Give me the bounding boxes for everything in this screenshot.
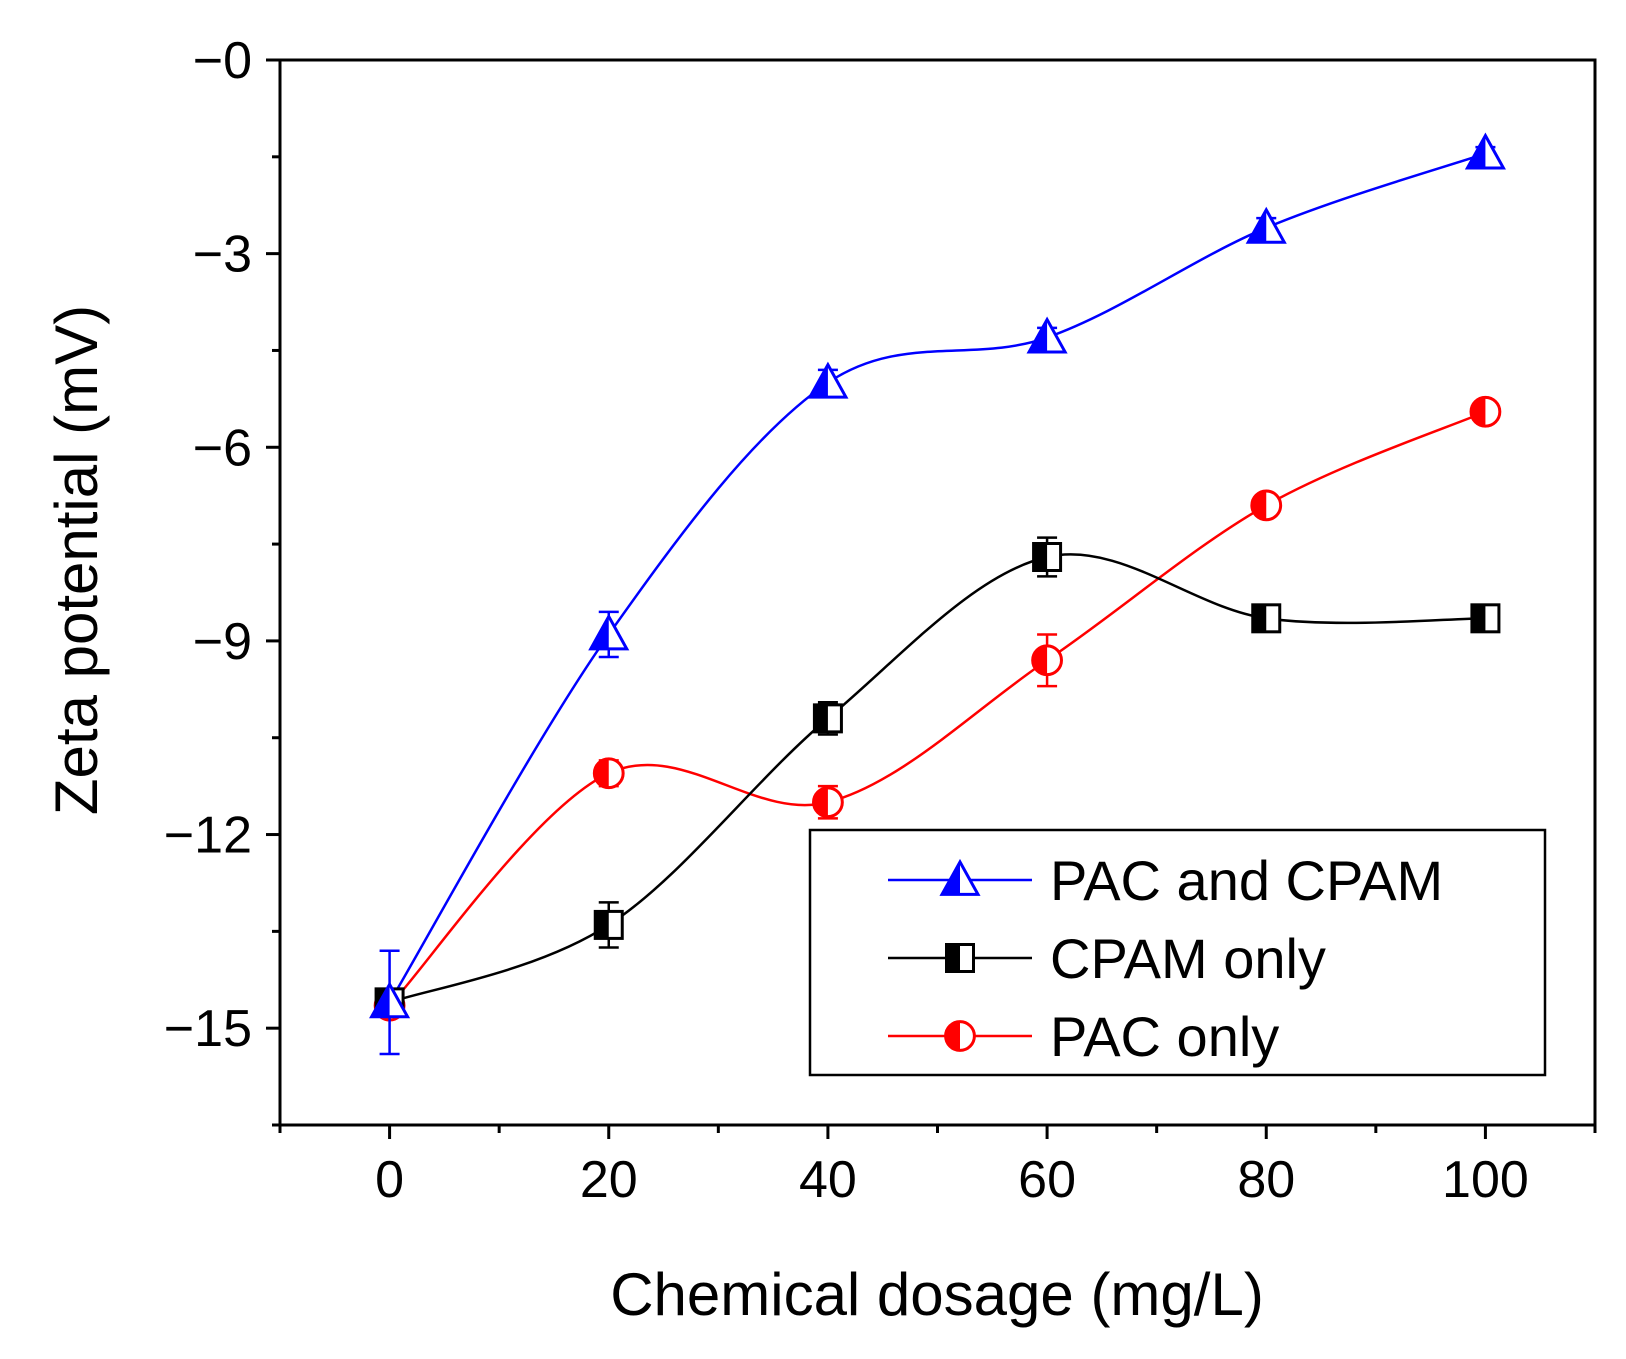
- x-tick-label: 80: [1237, 1151, 1295, 1209]
- marker-outline: [812, 786, 844, 819]
- data-point-marker: [1469, 395, 1502, 428]
- marker-outline: [588, 613, 630, 651]
- data-point-marker: [592, 757, 625, 790]
- series-points: [369, 132, 1506, 1056]
- data-point-marker: [812, 786, 844, 819]
- data-point-marker: [1032, 542, 1063, 572]
- marker-fill: [1033, 543, 1048, 571]
- x-tick-label: 100: [1442, 1151, 1529, 1209]
- x-tick-label: 0: [375, 1151, 404, 1209]
- marker-outline: [592, 757, 625, 790]
- marker-outline: [945, 943, 975, 973]
- data-point-marker: [369, 981, 411, 1019]
- marker-outline: [1032, 542, 1063, 572]
- legend-label: PAC only: [1050, 1005, 1279, 1068]
- series-line: [388, 410, 1486, 1007]
- y-axis-title: Zeta potential (mV): [43, 305, 110, 815]
- data-point-marker: [588, 613, 630, 651]
- y-tick-label: −15: [164, 1000, 252, 1058]
- y-tick-label: −6: [193, 419, 252, 477]
- legend-label: CPAM only: [1050, 927, 1326, 990]
- data-point-marker: [1464, 132, 1506, 170]
- data-point-marker: [1251, 603, 1282, 634]
- data-point-marker: [812, 703, 843, 734]
- legend: PAC and CPAM CPAM only PAC only: [808, 828, 1547, 1077]
- x-tick-label: 60: [1018, 1151, 1076, 1209]
- data-point-marker: [807, 361, 849, 399]
- marker-fill: [595, 911, 609, 939]
- data-point-marker: [945, 943, 975, 973]
- legend-box: [808, 828, 1547, 1077]
- marker-outline: [1470, 603, 1501, 634]
- data-point-marker: [1470, 603, 1501, 634]
- data-point-marker: [939, 858, 981, 896]
- data-point-marker: [944, 1020, 976, 1052]
- data-point-marker: [593, 909, 624, 940]
- marker-outline: [944, 1020, 976, 1052]
- data-point-marker: [1026, 316, 1068, 354]
- marker-outline: [1251, 603, 1282, 634]
- marker-outline: [369, 981, 411, 1019]
- marker-outline: [1031, 644, 1063, 677]
- marker-fill: [1471, 604, 1486, 632]
- marker-outline: [812, 703, 843, 734]
- y-tick-label: −3: [193, 226, 252, 284]
- data-point-marker: [1250, 489, 1283, 522]
- data-point-marker: [1245, 206, 1287, 244]
- data-point-marker: [1031, 644, 1063, 677]
- series-points-group: [374, 536, 1501, 1018]
- marker-outline: [593, 909, 624, 940]
- y-tick-label: −9: [193, 613, 252, 671]
- marker-outline: [1026, 316, 1068, 354]
- marker-outline: [1464, 132, 1506, 170]
- marker-outline: [807, 361, 849, 399]
- marker-outline: [1469, 395, 1502, 428]
- marker-fill: [1252, 604, 1267, 632]
- axis-ticks: 0 20 40 60 80 100 −0 −3 −6 −9 −12 −15: [164, 32, 1597, 1209]
- marker-outline: [1250, 489, 1283, 522]
- marker-fill: [814, 704, 828, 732]
- x-axis-title: Chemical dosage (mg/L): [610, 1261, 1264, 1328]
- y-tick-label: −12: [164, 807, 252, 865]
- series-points-group: [369, 132, 1506, 1056]
- marker-outline: [1245, 206, 1287, 244]
- x-tick-label: 20: [580, 1151, 638, 1209]
- y-tick-label: −0: [193, 32, 252, 90]
- marker-outline: [939, 858, 981, 896]
- legend-label: PAC and CPAM: [1050, 849, 1443, 912]
- marker-fill: [946, 944, 960, 972]
- x-tick-label: 40: [799, 1151, 857, 1209]
